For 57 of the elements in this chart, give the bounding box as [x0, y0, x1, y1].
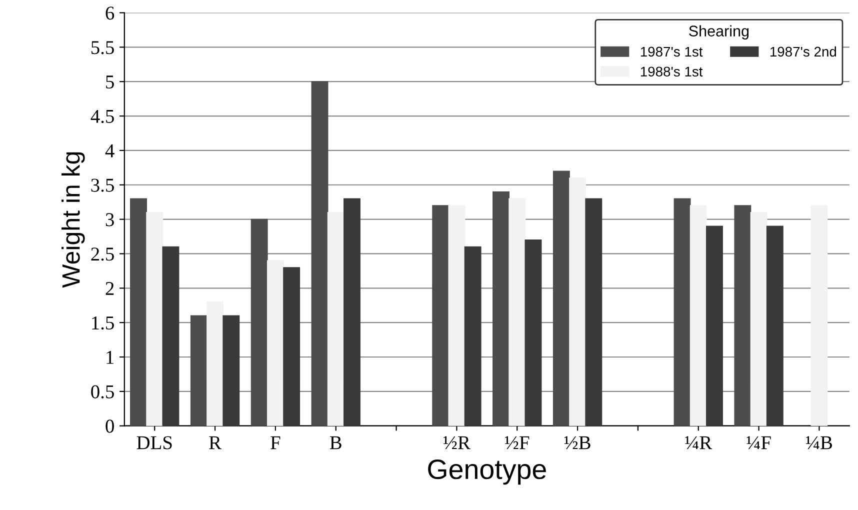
bar: [734, 205, 752, 426]
bar: [810, 205, 828, 426]
y-tick-label: 4: [105, 144, 114, 158]
bar: [250, 218, 268, 426]
bar: [706, 226, 723, 426]
bar: [206, 302, 224, 426]
bar: [130, 198, 147, 426]
x-tick-label: DLS: [136, 436, 172, 450]
legend-label: 1988's 1st: [640, 66, 703, 77]
bar: [690, 205, 707, 426]
x-tick-label: ¼R: [685, 436, 712, 450]
legend-label: 1987's 1st: [640, 46, 703, 57]
bar: [492, 191, 510, 426]
x-tick-label: B: [330, 436, 342, 450]
y-tick-label: 0.5: [91, 385, 114, 398]
y-tick-label: 6: [106, 6, 114, 20]
x-axis-title: Genotype: [428, 459, 546, 485]
x-tick-label: ¼B: [806, 436, 832, 450]
y-tick-label: 1.5: [92, 316, 114, 330]
x-tick-label: ½R: [444, 436, 470, 450]
bar: [311, 81, 328, 426]
y-axis-title: Weight in kg: [62, 152, 85, 288]
bar: [448, 205, 466, 426]
bar: [674, 198, 691, 426]
legend-title: Shearing: [689, 25, 749, 40]
y-tick-label: 3.5: [91, 178, 114, 192]
bar: [750, 212, 768, 426]
x-tick-label: F: [270, 436, 280, 450]
x-tick-label: ¼F: [746, 436, 771, 450]
y-tick-label: 2.5: [91, 248, 114, 261]
bar: [552, 170, 570, 426]
bar: [162, 246, 180, 426]
y-tick-label: 2: [106, 282, 114, 295]
bar: [283, 267, 300, 426]
bar: [222, 315, 240, 426]
y-tick-label: 3: [106, 213, 114, 226]
bar: [432, 205, 450, 426]
y-tick-label: 1: [106, 350, 114, 364]
bar: [569, 178, 586, 426]
bar: [464, 246, 482, 426]
y-tick-label: 5: [106, 76, 114, 89]
y-tick-label: 0: [106, 420, 114, 433]
x-tick-label: R: [209, 436, 222, 450]
y-tick-label: 4.5: [90, 110, 114, 124]
bar: [146, 212, 164, 426]
bar: [508, 198, 526, 426]
bar: [585, 198, 602, 426]
bar: [190, 315, 208, 426]
bar: [524, 240, 542, 426]
bar: [766, 226, 784, 426]
y-tick-label: 5.5: [92, 41, 114, 54]
bar: [266, 260, 284, 426]
x-tick-label: ½B: [564, 436, 590, 450]
bar: [327, 212, 344, 426]
bar: [344, 198, 360, 426]
x-tick-label: ½F: [505, 436, 530, 450]
legend-label: 1987's 2nd: [770, 46, 836, 57]
